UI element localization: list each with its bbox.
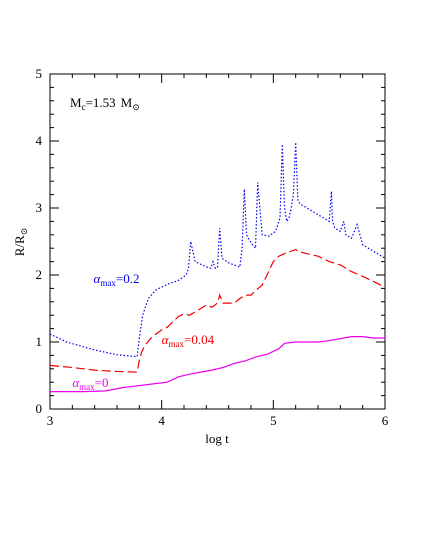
series-label-alpha: α [94, 271, 102, 286]
x-tick-label: 6 [382, 413, 389, 428]
y-tick-label: 0 [36, 401, 43, 416]
series-label-0: αmax=0.2 [94, 271, 140, 288]
tick-labels: 3 4 5 6 0 1 2 3 4 5 [36, 66, 389, 428]
series-line-1 [49, 248, 386, 373]
tick-marks [49, 73, 386, 410]
y-tick-label: 3 [36, 200, 43, 215]
y-axis-title: R/R⊙ [12, 228, 29, 257]
series-label-1: αmax=0.04 [162, 332, 215, 349]
mass-annotation-value: =1.53 [86, 95, 116, 110]
plot-frame [49, 73, 386, 410]
series-label-2: αmax=0 [72, 375, 108, 392]
series-line-0 [49, 142, 386, 358]
series-layer [49, 142, 386, 393]
series-label-alpha: α [72, 375, 80, 390]
mass-annotation-sun-symbol: ⊙ [132, 102, 140, 112]
y-tick-label: 5 [36, 66, 43, 81]
series-label-sub: max [168, 339, 184, 349]
series-label-sub: max [79, 382, 95, 392]
x-tick-label: 5 [270, 413, 277, 428]
mass-annotation-lead: M [70, 95, 82, 110]
x-axis-title: log t [205, 431, 229, 446]
x-tick-label: 4 [158, 413, 165, 428]
y-tick-label: 4 [36, 133, 43, 148]
mass-annotation-sub: c [82, 102, 86, 112]
mass-annotation: Mc=1.53 M⊙ [70, 95, 140, 112]
y-axis-title-text: R/R [12, 235, 27, 256]
series-label-value: =0.04 [184, 332, 215, 347]
x-tick-label: 3 [47, 413, 54, 428]
series-label-alpha: α [162, 332, 170, 347]
series-label-value: =0 [95, 375, 109, 390]
series-line-2 [50, 336, 385, 393]
series-label-value: =0.2 [116, 271, 140, 286]
series-label-sub: max [100, 278, 116, 288]
y-tick-label: 2 [36, 267, 43, 282]
mass-annotation-unit: M [121, 95, 133, 110]
y-tick-label: 1 [36, 334, 43, 349]
y-axis-sun-symbol: ⊙ [19, 228, 29, 236]
